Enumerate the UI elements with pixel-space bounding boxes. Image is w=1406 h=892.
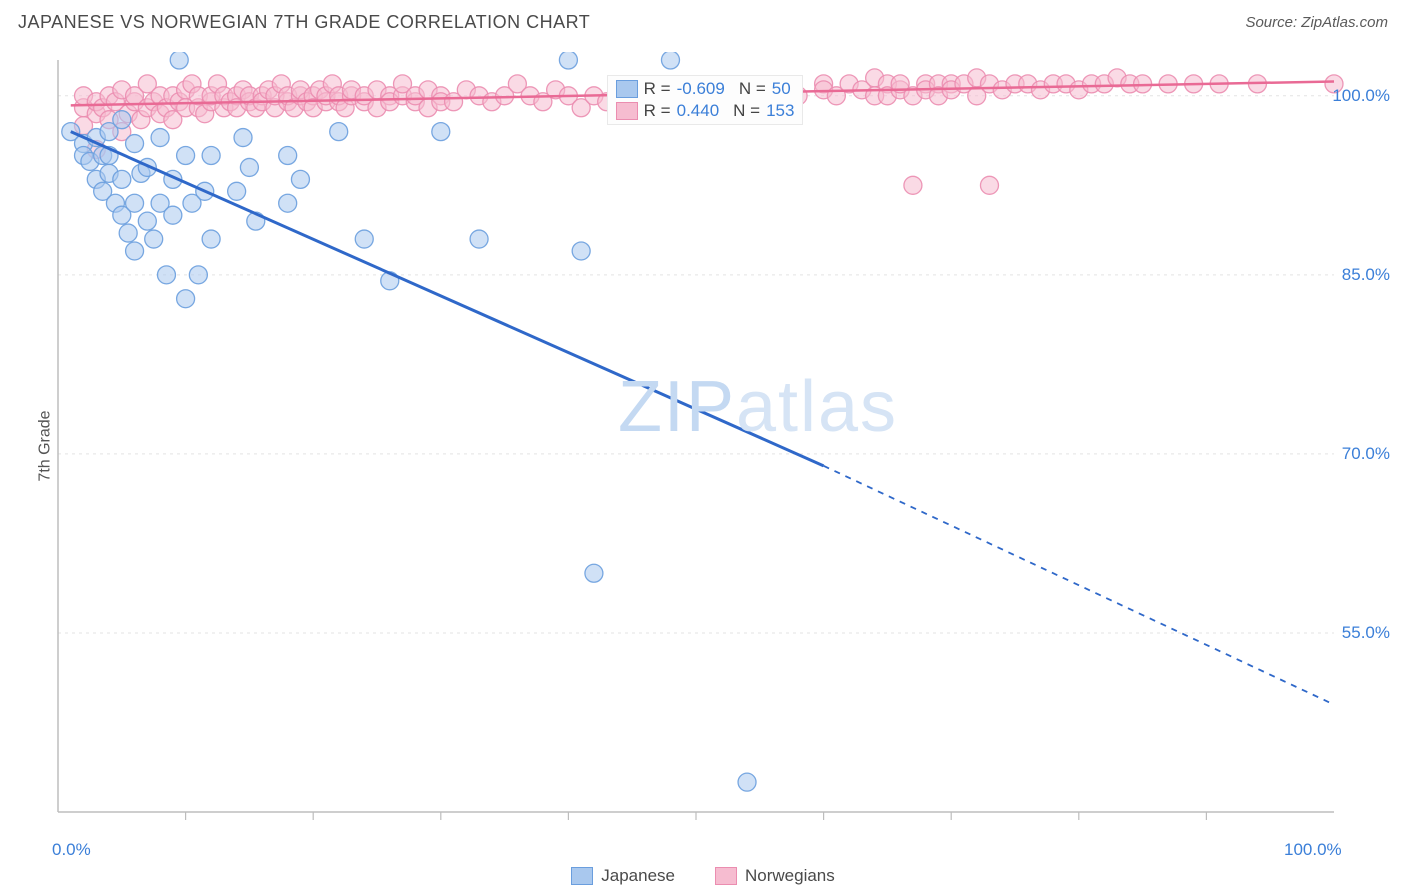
- source-attribution: Source: ZipAtlas.com: [1245, 14, 1388, 31]
- legend-row-norwegians: R =0.440 N =153: [614, 100, 797, 122]
- y-tick-label: 55.0%: [1342, 623, 1390, 643]
- y-tick-label: 70.0%: [1342, 444, 1390, 464]
- x-axis-max-label: 100.0%: [1284, 840, 1342, 860]
- correlation-legend: R =-0.609 N =50 R =0.440 N =153: [607, 75, 804, 125]
- series-legend: Japanese Norwegians: [0, 866, 1406, 886]
- y-tick-label: 85.0%: [1342, 265, 1390, 285]
- chart-area: ZIPatlas R =-0.609 N =50 R =0.440 N =153: [56, 52, 1394, 836]
- x-axis-min-label: 0.0%: [52, 840, 91, 860]
- legend-row-japanese: R =-0.609 N =50: [614, 78, 797, 100]
- legend-item-japanese: Japanese: [571, 866, 675, 886]
- y-tick-label: 100.0%: [1332, 86, 1390, 106]
- chart-title: JAPANESE VS NORWEGIAN 7TH GRADE CORRELAT…: [18, 12, 590, 33]
- y-axis-label: 7th Grade: [37, 410, 55, 481]
- legend-item-norwegians: Norwegians: [715, 866, 835, 886]
- scatter-plot-svg: [56, 52, 1394, 836]
